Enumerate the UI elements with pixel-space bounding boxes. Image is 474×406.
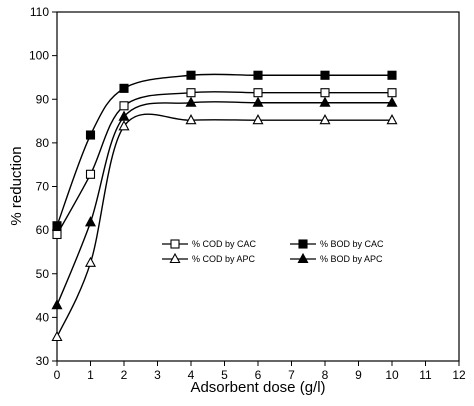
- y-tick-label: 100: [29, 49, 49, 63]
- legend-label: % COD by CAC: [192, 239, 257, 249]
- x-tick-label: 6: [255, 368, 262, 382]
- data-point: [84, 256, 97, 267]
- y-tick-label: 110: [30, 5, 49, 19]
- legend-marker: [297, 252, 309, 264]
- data-point: [119, 83, 129, 93]
- x-tick-label: 0: [54, 368, 61, 382]
- y-tick-label: 80: [36, 136, 50, 150]
- x-tick-label: 9: [355, 368, 362, 382]
- x-axis-title: Adsorbent dose (g/l): [190, 379, 325, 396]
- data-point: [320, 70, 330, 80]
- data-point: [52, 221, 62, 231]
- legend-label: % BOD by CAC: [320, 239, 384, 249]
- y-axis-title: % reduction: [8, 146, 25, 225]
- data-point: [253, 70, 263, 80]
- x-tick-label: 11: [419, 368, 432, 382]
- legend: % COD by CAC % BOD by CAC % COD by APC % BO…: [162, 239, 384, 264]
- x-tick-label: 4: [188, 368, 195, 382]
- data-point: [186, 70, 196, 80]
- data-point: [118, 120, 130, 131]
- data-point: [51, 330, 63, 342]
- series-line-2: [56, 113, 392, 338]
- x-tick-label: 10: [385, 368, 399, 382]
- data-point: [52, 229, 62, 240]
- x-tick-label: 5: [221, 368, 228, 382]
- y-tick-label: 30: [36, 354, 50, 368]
- data-point: [387, 70, 397, 80]
- data-point: [320, 88, 330, 98]
- data-point: [186, 88, 196, 98]
- x-tick-label: 3: [154, 368, 161, 382]
- x-tick-label: 2: [121, 368, 128, 382]
- data-point: [51, 299, 63, 310]
- data-point: [85, 130, 96, 140]
- data-point: [119, 101, 129, 111]
- data-point: [185, 114, 197, 125]
- y-tick-label: 50: [36, 267, 50, 281]
- y-tick-label: 70: [36, 180, 50, 194]
- series-markers: [51, 70, 398, 342]
- legend-marker: [169, 252, 181, 264]
- series-line-0: [56, 91, 392, 235]
- plot-area: [56, 11, 460, 362]
- x-tick-label: 8: [322, 368, 329, 382]
- data-point: [386, 96, 398, 107]
- data-point: [185, 96, 197, 107]
- y-tick-label: 60: [36, 223, 50, 237]
- x-tick-label: 7: [288, 368, 295, 382]
- legend-label: % BOD by APC: [320, 254, 383, 264]
- data-point: [387, 88, 397, 98]
- y-tick-label: 40: [36, 310, 50, 324]
- series-line-1: [56, 73, 392, 227]
- data-point: [85, 169, 96, 179]
- data-point: [252, 114, 264, 125]
- data-point: [319, 114, 331, 125]
- data-point: [84, 216, 97, 227]
- data-point: [319, 96, 331, 107]
- x-tick-label: 1: [87, 368, 94, 382]
- legend-marker: [170, 239, 180, 249]
- data-point: [253, 88, 263, 98]
- data-point: [386, 114, 398, 125]
- series-lines: [56, 73, 392, 338]
- x-tick-label: 12: [452, 368, 466, 382]
- data-point: [118, 110, 130, 121]
- legend-label: % COD by APC: [192, 254, 256, 264]
- data-point: [252, 96, 264, 107]
- legend-marker: [298, 239, 308, 249]
- y-tick-label: 90: [36, 92, 50, 106]
